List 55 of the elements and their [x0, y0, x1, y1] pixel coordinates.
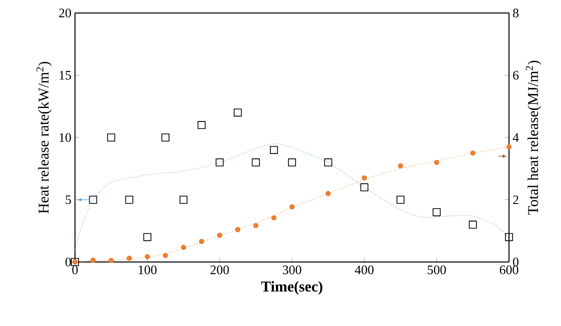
y2-tick-label: 4	[512, 133, 519, 142]
point	[396, 196, 405, 204]
y-tick-label: 20	[59, 8, 71, 18]
point	[108, 258, 114, 264]
y2-tick-label: 6	[513, 70, 519, 80]
point	[126, 256, 132, 261]
x-tick-label: 100	[138, 266, 157, 274]
point	[144, 254, 150, 260]
x-tick-label: 600	[500, 266, 518, 274]
point	[326, 190, 331, 196]
point	[434, 160, 440, 165]
x-tick-label: 200	[210, 266, 229, 274]
x-axis-title: Time(sec)	[261, 281, 322, 295]
point	[180, 244, 186, 250]
point	[107, 134, 116, 142]
y-tick-label: 15	[60, 70, 71, 80]
point	[468, 220, 477, 229]
y2-tick-label: 8	[513, 8, 519, 18]
point	[234, 108, 242, 117]
point	[324, 158, 332, 166]
y2-tick-label: 2	[513, 195, 518, 204]
point	[432, 208, 441, 216]
point	[271, 215, 277, 220]
y2-tick-label: 0	[513, 258, 519, 266]
point	[235, 227, 240, 232]
point	[161, 134, 170, 142]
point	[470, 150, 476, 156]
point	[162, 252, 168, 258]
point	[143, 233, 152, 242]
y-tick-label: 0	[66, 258, 71, 266]
y-tick-label: 10	[60, 133, 71, 142]
point	[180, 196, 188, 204]
point	[252, 158, 260, 166]
y-tick-label: 5	[66, 195, 71, 204]
y2-axis-title: Total heat release(MJ/m$^{2}$)	[526, 60, 542, 215]
x-tick-label: 300	[282, 266, 302, 274]
point	[90, 258, 96, 263]
point	[398, 163, 404, 168]
point	[288, 158, 296, 166]
point	[125, 196, 134, 204]
y-axis-title: Heat release rate(kW/m$^{2}$)	[36, 62, 52, 214]
point	[89, 196, 98, 204]
point	[360, 183, 368, 192]
point	[217, 232, 222, 238]
x-tick-label: 500	[428, 266, 446, 274]
point	[289, 204, 295, 210]
point	[362, 175, 367, 181]
point	[198, 121, 206, 130]
point	[505, 233, 514, 242]
point	[253, 222, 258, 228]
point	[270, 146, 278, 154]
point	[216, 158, 224, 166]
x-tick-label: 400	[354, 266, 374, 274]
point	[506, 144, 512, 150]
point	[198, 238, 204, 244]
